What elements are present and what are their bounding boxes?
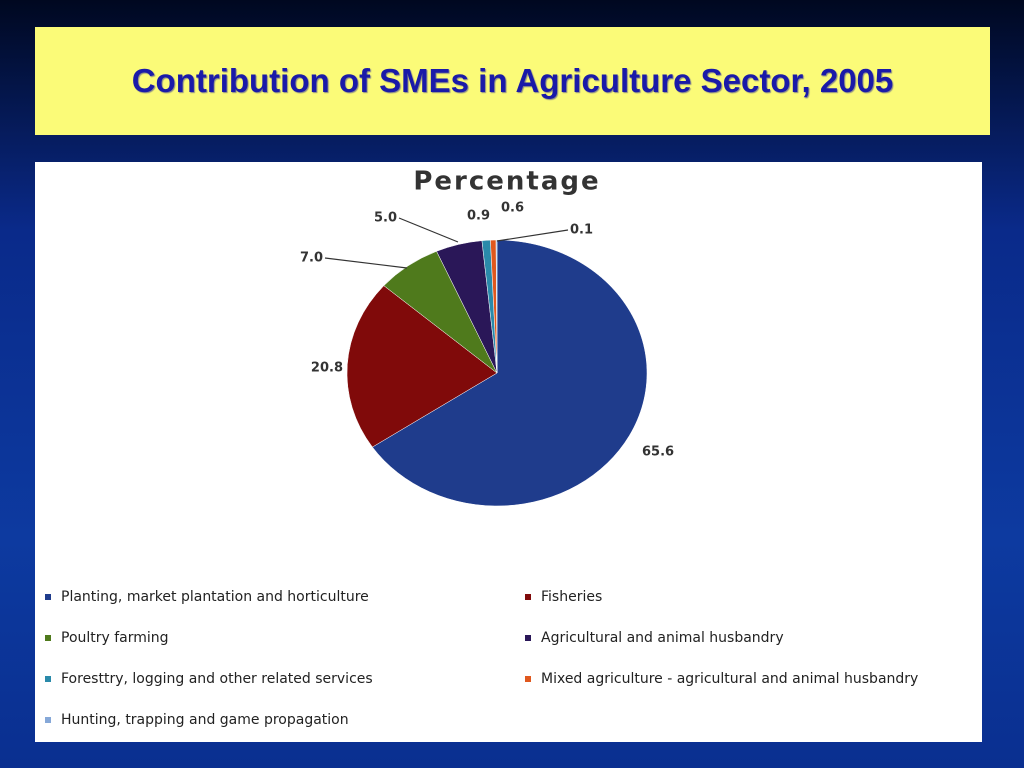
data-label: 0.9	[467, 209, 490, 224]
data-label: 0.6	[501, 201, 524, 216]
legend-swatch	[525, 635, 531, 641]
data-label: 65.6	[642, 445, 674, 460]
chart: Percentage 65.6 Planting, market plantati…	[35, 162, 982, 742]
legend-label: Fisheries	[541, 589, 602, 605]
legend-swatch	[525, 594, 531, 600]
legend-label: Foresttry, logging and other related ser…	[61, 671, 373, 687]
pie-slice	[372, 239, 648, 507]
pie-slice	[346, 285, 498, 448]
data-label: 0.1	[570, 223, 593, 238]
legend-swatch	[45, 717, 51, 723]
legend-label: Poultry farming	[61, 630, 169, 646]
legend-label: Agricultural and animal husbandry	[541, 630, 784, 646]
leader-line	[398, 217, 459, 243]
pie-slice	[495, 239, 498, 374]
leader-line	[324, 257, 408, 269]
legend-swatch	[45, 676, 51, 682]
data-label: 5.0	[374, 211, 397, 226]
legend-swatch	[525, 676, 531, 682]
legend-label: Planting, market plantation and horticul…	[61, 589, 369, 605]
data-label: 7.0	[300, 251, 323, 266]
legend-swatch	[45, 594, 51, 600]
slide-title: Contribution of SMEs in Agriculture Sect…	[131, 62, 894, 99]
chart-title: Percentage	[413, 167, 600, 197]
data-label: 20.8	[311, 361, 343, 376]
legend-label: Hunting, trapping and game propagation	[61, 712, 349, 728]
title-box: Contribution of SMEs in Agriculture Sect…	[35, 27, 990, 135]
leader-line	[496, 229, 569, 242]
legend-label: Mixed agriculture - agricultural and ani…	[541, 671, 918, 687]
legend-swatch	[45, 635, 51, 641]
